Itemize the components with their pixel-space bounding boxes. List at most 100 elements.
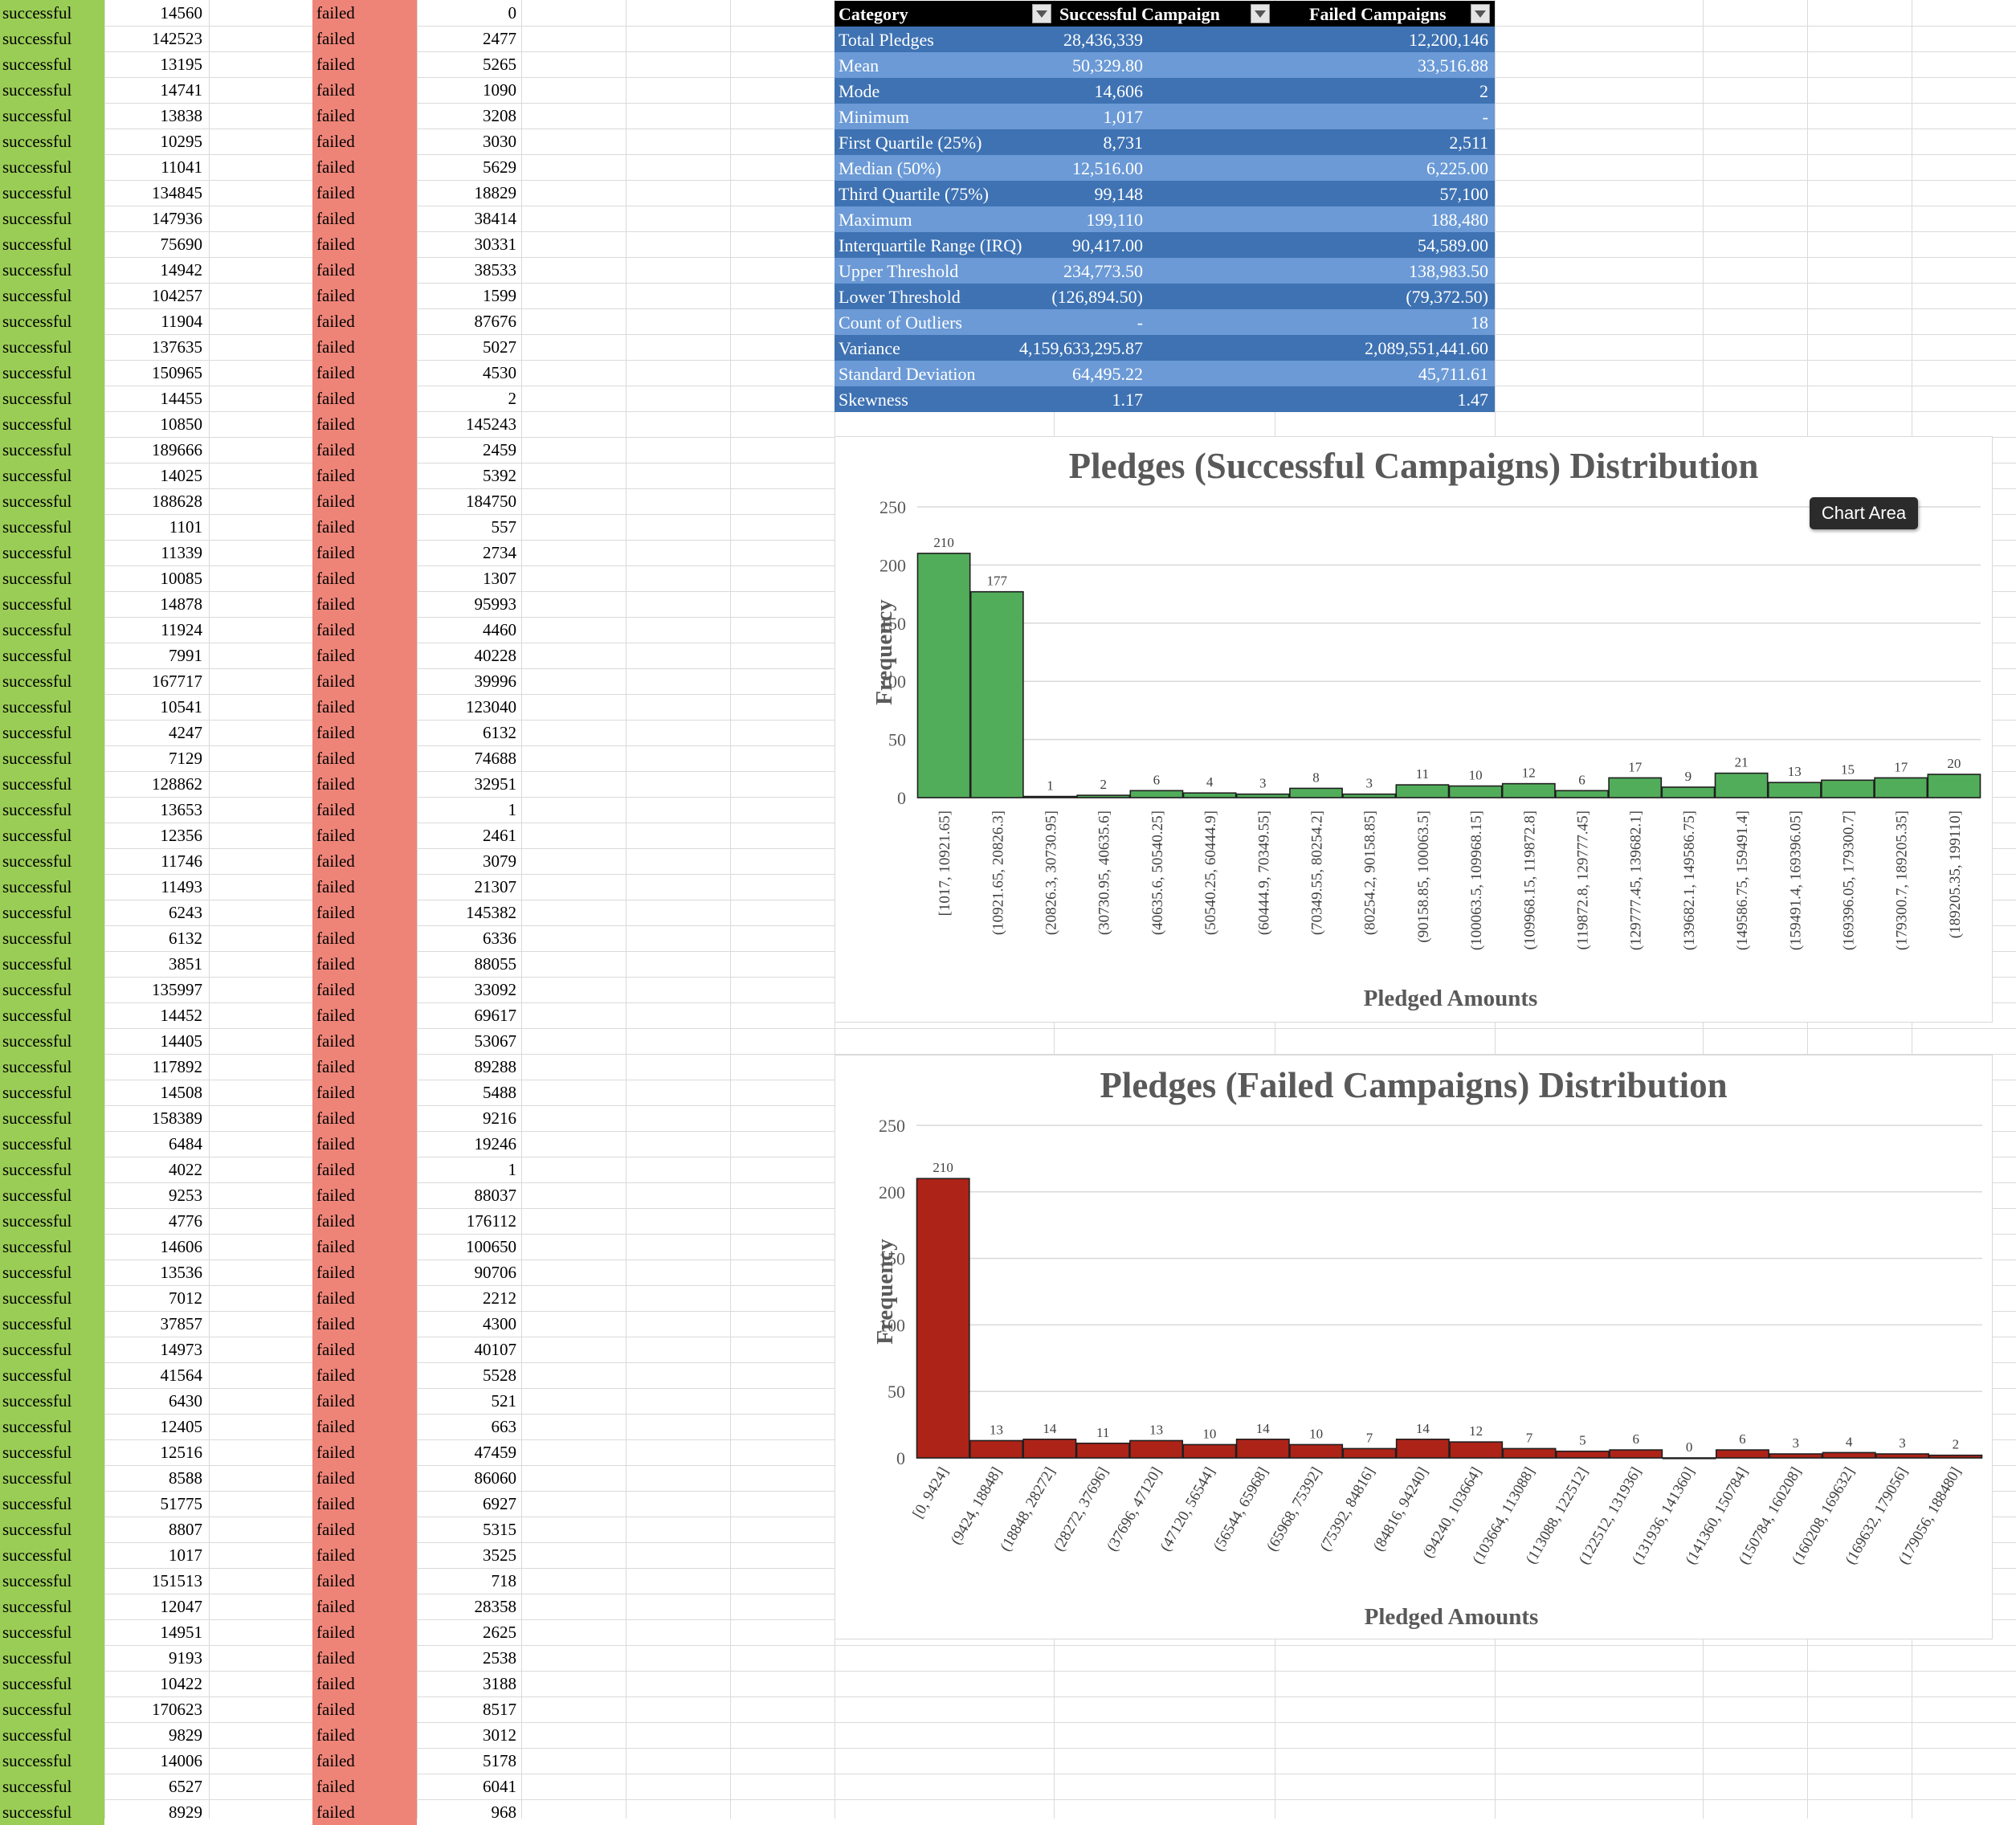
outcome-cell[interactable]: successful bbox=[0, 925, 104, 951]
outcome-cell[interactable]: successful bbox=[0, 617, 104, 643]
pledged-cell[interactable]: 6132 bbox=[483, 723, 516, 742]
pledged-cell[interactable]: 90706 bbox=[474, 1263, 517, 1282]
outcome-cell[interactable]: failed bbox=[312, 1594, 417, 1619]
pledged-cell[interactable]: 2212 bbox=[483, 1288, 516, 1308]
pledged-cell[interactable]: 145243 bbox=[466, 414, 516, 434]
outcome-cell[interactable]: failed bbox=[312, 1774, 417, 1799]
pledged-cell[interactable]: 95993 bbox=[474, 594, 517, 614]
outcome-cell[interactable]: failed bbox=[312, 848, 417, 874]
pledged-cell[interactable]: 2 bbox=[508, 389, 517, 408]
filter-dropdown-icon[interactable] bbox=[1032, 4, 1051, 23]
pledged-cell[interactable]: 14878 bbox=[160, 594, 203, 614]
pledged-cell[interactable]: 38414 bbox=[474, 209, 517, 228]
pledged-cell[interactable]: 8588 bbox=[169, 1468, 202, 1488]
pledged-cell[interactable]: 88055 bbox=[474, 954, 517, 974]
stats-row[interactable]: Total Pledges 28,436,339 12,200,146 bbox=[835, 27, 1495, 52]
stats-row[interactable]: First Quartile (25%) 8,731 2,511 bbox=[835, 129, 1495, 155]
outcome-cell[interactable]: failed bbox=[312, 1491, 417, 1517]
outcome-cell[interactable]: failed bbox=[312, 154, 417, 180]
pledged-cell[interactable]: 5265 bbox=[483, 55, 516, 74]
outcome-cell[interactable]: successful bbox=[0, 1080, 104, 1105]
stats-row[interactable]: Median (50%) 12,516.00 6,225.00 bbox=[835, 155, 1495, 181]
outcome-cell[interactable]: successful bbox=[0, 848, 104, 874]
pledged-cell[interactable]: 21307 bbox=[474, 877, 517, 896]
stats-row[interactable]: Variance 4,159,633,295.87 2,089,551,441.60 bbox=[835, 335, 1495, 361]
outcome-cell[interactable]: failed bbox=[312, 1131, 417, 1157]
outcome-cell[interactable]: failed bbox=[312, 668, 417, 694]
outcome-cell[interactable]: failed bbox=[312, 231, 417, 257]
pledged-cell[interactable]: 75690 bbox=[160, 235, 203, 254]
outcome-cell[interactable]: failed bbox=[312, 1362, 417, 1388]
pledged-cell[interactable]: 5178 bbox=[483, 1751, 516, 1770]
outcome-cell[interactable]: failed bbox=[312, 1696, 417, 1722]
pledged-cell[interactable]: 8807 bbox=[169, 1520, 202, 1539]
outcome-cell[interactable]: successful bbox=[0, 463, 104, 488]
outcome-cell[interactable]: successful bbox=[0, 231, 104, 257]
outcome-cell[interactable]: successful bbox=[0, 1722, 104, 1748]
outcome-cell[interactable]: failed bbox=[312, 1002, 417, 1028]
pledged-cell[interactable]: 14452 bbox=[160, 1006, 203, 1025]
outcome-cell[interactable]: failed bbox=[312, 1182, 417, 1208]
outcome-cell[interactable]: failed bbox=[312, 360, 417, 386]
outcome-cell[interactable]: successful bbox=[0, 668, 104, 694]
outcome-cell[interactable]: failed bbox=[312, 1260, 417, 1285]
outcome-cell[interactable]: failed bbox=[312, 1414, 417, 1439]
pledged-cell[interactable]: 13653 bbox=[160, 800, 203, 819]
pledged-cell[interactable]: 167717 bbox=[152, 672, 202, 691]
outcome-cell[interactable]: successful bbox=[0, 745, 104, 771]
pledged-cell[interactable]: 1307 bbox=[483, 569, 516, 588]
pledged-cell[interactable]: 11339 bbox=[161, 543, 202, 562]
pledged-cell[interactable]: 8517 bbox=[483, 1700, 516, 1719]
pledged-cell[interactable]: 968 bbox=[491, 1803, 517, 1822]
pledged-cell[interactable]: 51775 bbox=[160, 1494, 203, 1513]
stats-row[interactable]: Minimum 1,017 - bbox=[835, 104, 1495, 129]
outcome-cell[interactable]: successful bbox=[0, 1774, 104, 1799]
outcome-cell[interactable]: failed bbox=[312, 643, 417, 668]
outcome-cell[interactable]: successful bbox=[0, 977, 104, 1002]
pledged-cell[interactable]: 6927 bbox=[483, 1494, 516, 1513]
outcome-cell[interactable]: successful bbox=[0, 514, 104, 540]
pledged-cell[interactable]: 663 bbox=[491, 1417, 517, 1436]
pledged-cell[interactable]: 1599 bbox=[483, 286, 516, 305]
pledged-cell[interactable]: 14942 bbox=[160, 260, 203, 280]
outcome-cell[interactable]: successful bbox=[0, 1517, 104, 1542]
outcome-cell[interactable]: failed bbox=[312, 463, 417, 488]
pledged-cell[interactable]: 557 bbox=[491, 517, 517, 537]
outcome-cell[interactable]: failed bbox=[312, 308, 417, 334]
outcome-cell[interactable]: successful bbox=[0, 1208, 104, 1234]
outcome-cell[interactable]: failed bbox=[312, 103, 417, 129]
outcome-cell[interactable]: successful bbox=[0, 1748, 104, 1774]
outcome-cell[interactable]: successful bbox=[0, 103, 104, 129]
outcome-cell[interactable]: failed bbox=[312, 1465, 417, 1491]
pledged-cell[interactable]: 2459 bbox=[483, 440, 516, 459]
outcome-cell[interactable]: failed bbox=[312, 1542, 417, 1568]
pledged-cell[interactable]: 3079 bbox=[483, 851, 516, 871]
pledged-cell[interactable]: 10085 bbox=[160, 569, 203, 588]
pledged-cell[interactable]: 13195 bbox=[160, 55, 203, 74]
pledged-cell[interactable]: 128862 bbox=[152, 774, 202, 794]
pledged-cell[interactable]: 3188 bbox=[483, 1674, 516, 1693]
stats-row[interactable]: Maximum 199,110 188,480 bbox=[835, 206, 1495, 232]
outcome-cell[interactable]: successful bbox=[0, 437, 104, 463]
pledged-cell[interactable]: 104257 bbox=[152, 286, 202, 305]
pledged-cell[interactable]: 14741 bbox=[160, 80, 203, 100]
pledged-cell[interactable]: 30331 bbox=[474, 235, 517, 254]
pledged-cell[interactable]: 4022 bbox=[169, 1160, 202, 1179]
pledged-cell[interactable]: 3208 bbox=[483, 106, 516, 125]
outcome-cell[interactable]: failed bbox=[312, 1311, 417, 1337]
outcome-cell[interactable]: failed bbox=[312, 771, 417, 797]
pledged-cell[interactable]: 11924 bbox=[161, 620, 202, 639]
outcome-cell[interactable]: successful bbox=[0, 51, 104, 77]
outcome-cell[interactable]: failed bbox=[312, 1645, 417, 1671]
outcome-cell[interactable]: successful bbox=[0, 283, 104, 308]
outcome-cell[interactable]: failed bbox=[312, 283, 417, 308]
pledged-cell[interactable]: 0 bbox=[508, 3, 517, 22]
outcome-cell[interactable]: successful bbox=[0, 1157, 104, 1182]
stats-row[interactable]: Upper Threshold 234,773.50 138,983.50 bbox=[835, 258, 1495, 284]
outcome-cell[interactable]: successful bbox=[0, 1465, 104, 1491]
pledged-cell[interactable]: 4300 bbox=[483, 1314, 516, 1333]
outcome-cell[interactable]: failed bbox=[312, 1671, 417, 1696]
outcome-cell[interactable]: successful bbox=[0, 591, 104, 617]
outcome-cell[interactable]: successful bbox=[0, 129, 104, 154]
outcome-cell[interactable]: failed bbox=[312, 617, 417, 643]
